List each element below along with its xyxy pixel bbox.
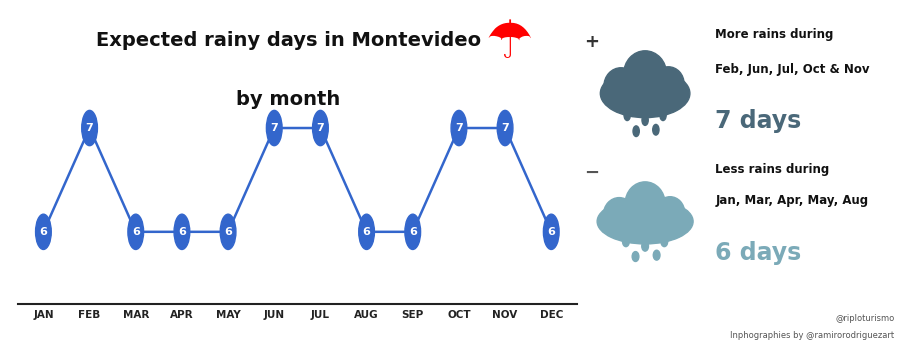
Circle shape — [128, 214, 143, 249]
Circle shape — [652, 67, 684, 101]
Text: Inphographies by @ramirorodriguezart: Inphographies by @ramirorodriguezart — [731, 331, 895, 340]
Ellipse shape — [642, 241, 649, 251]
Circle shape — [35, 214, 51, 249]
Text: ☂: ☂ — [486, 17, 532, 69]
Text: 6: 6 — [409, 227, 416, 237]
Circle shape — [604, 68, 638, 104]
Text: 6 days: 6 days — [715, 240, 802, 265]
Circle shape — [267, 110, 282, 146]
Text: 6: 6 — [178, 227, 186, 237]
Text: 7: 7 — [86, 123, 94, 133]
Text: 7: 7 — [270, 123, 278, 133]
Text: 6: 6 — [40, 227, 48, 237]
Ellipse shape — [633, 126, 640, 137]
Circle shape — [625, 182, 665, 225]
Circle shape — [656, 197, 685, 228]
Ellipse shape — [642, 115, 648, 125]
Text: by month: by month — [236, 90, 341, 109]
Ellipse shape — [624, 110, 631, 120]
Circle shape — [497, 110, 513, 146]
Ellipse shape — [652, 125, 659, 135]
Ellipse shape — [660, 110, 666, 120]
Text: −: − — [585, 164, 599, 182]
Ellipse shape — [597, 199, 693, 244]
Circle shape — [82, 110, 97, 146]
Circle shape — [543, 214, 560, 249]
Ellipse shape — [661, 237, 668, 247]
Text: @riploturismo: @riploturismo — [835, 314, 895, 323]
Text: Feb, Jun, Jul, Oct & Nov: Feb, Jun, Jul, Oct & Nov — [715, 63, 870, 76]
Text: Jan, Mar, Apr, May, Aug: Jan, Mar, Apr, May, Aug — [715, 194, 869, 207]
Ellipse shape — [633, 252, 639, 262]
Text: 7: 7 — [455, 123, 463, 133]
Text: 7: 7 — [316, 123, 324, 133]
Circle shape — [359, 214, 375, 249]
Text: More rains during: More rains during — [715, 28, 833, 41]
Text: Less rains during: Less rains during — [715, 163, 830, 176]
Circle shape — [604, 198, 635, 232]
Ellipse shape — [600, 69, 690, 118]
Text: 7 days: 7 days — [715, 109, 802, 133]
Text: +: + — [585, 33, 599, 51]
Text: 6: 6 — [547, 227, 555, 237]
Circle shape — [405, 214, 421, 249]
Text: Expected rainy days in Montevideo: Expected rainy days in Montevideo — [96, 31, 481, 50]
Ellipse shape — [623, 237, 629, 247]
Circle shape — [623, 51, 667, 97]
Circle shape — [174, 214, 190, 249]
Text: 6: 6 — [362, 227, 370, 237]
Circle shape — [313, 110, 328, 146]
Circle shape — [451, 110, 467, 146]
Circle shape — [220, 214, 236, 249]
Ellipse shape — [653, 250, 660, 260]
Text: 7: 7 — [501, 123, 509, 133]
Text: 6: 6 — [224, 227, 232, 237]
Text: 6: 6 — [132, 227, 140, 237]
